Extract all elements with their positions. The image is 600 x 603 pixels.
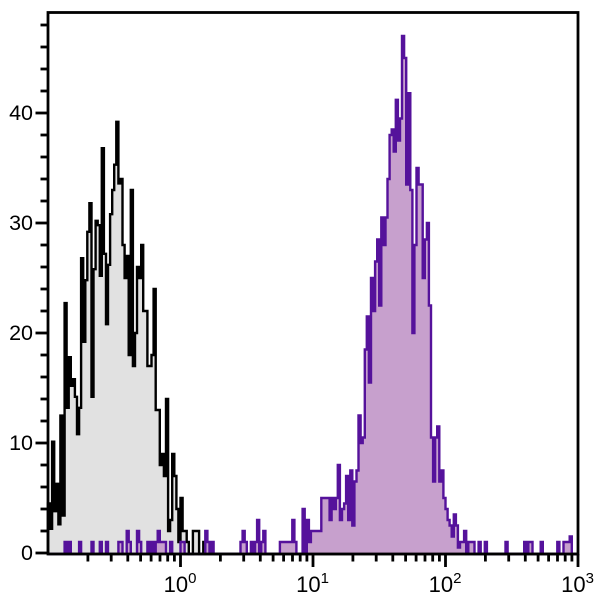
svg-text:30: 30: [9, 211, 33, 235]
svg-text:0: 0: [21, 541, 33, 565]
svg-text:103: 103: [561, 570, 594, 597]
svg-text:20: 20: [9, 321, 33, 345]
svg-text:40: 40: [9, 101, 33, 125]
svg-text:101: 101: [296, 570, 329, 597]
svg-text:100: 100: [164, 570, 197, 597]
svg-text:102: 102: [429, 570, 462, 597]
svg-text:10: 10: [9, 431, 33, 455]
